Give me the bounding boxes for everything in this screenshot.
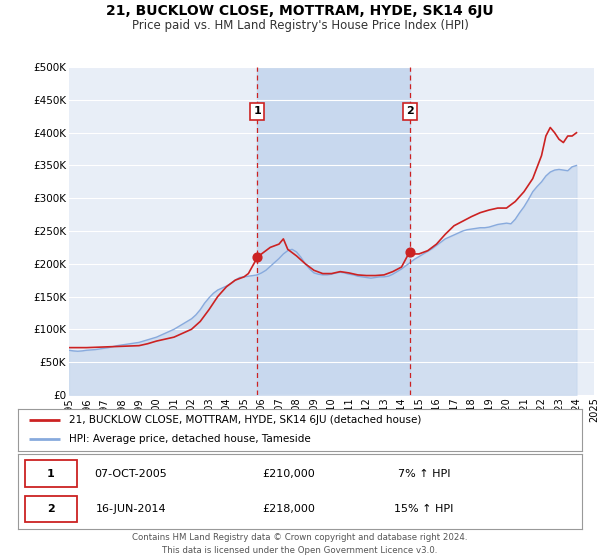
FancyBboxPatch shape — [25, 496, 77, 522]
Text: 7% ↑ HPI: 7% ↑ HPI — [398, 469, 451, 479]
Text: 21, BUCKLOW CLOSE, MOTTRAM, HYDE, SK14 6JU: 21, BUCKLOW CLOSE, MOTTRAM, HYDE, SK14 6… — [106, 4, 494, 18]
Text: 2: 2 — [47, 504, 55, 514]
Text: Price paid vs. HM Land Registry's House Price Index (HPI): Price paid vs. HM Land Registry's House … — [131, 19, 469, 32]
FancyBboxPatch shape — [25, 460, 77, 487]
Text: 07-OCT-2005: 07-OCT-2005 — [94, 469, 167, 479]
Text: HPI: Average price, detached house, Tameside: HPI: Average price, detached house, Tame… — [69, 435, 311, 445]
Text: Contains HM Land Registry data © Crown copyright and database right 2024.: Contains HM Land Registry data © Crown c… — [132, 533, 468, 542]
Text: 2: 2 — [406, 106, 413, 116]
Text: £210,000: £210,000 — [262, 469, 315, 479]
Text: £218,000: £218,000 — [262, 504, 315, 514]
Bar — [257, 67, 410, 395]
Text: 16-JUN-2014: 16-JUN-2014 — [95, 504, 166, 514]
Point — [253, 253, 262, 262]
Text: 15% ↑ HPI: 15% ↑ HPI — [394, 504, 454, 514]
Text: 1: 1 — [47, 469, 55, 479]
Text: 21, BUCKLOW CLOSE, MOTTRAM, HYDE, SK14 6JU (detached house): 21, BUCKLOW CLOSE, MOTTRAM, HYDE, SK14 6… — [69, 415, 421, 425]
Point — [405, 248, 415, 256]
Text: 1: 1 — [254, 106, 262, 116]
Text: This data is licensed under the Open Government Licence v3.0.: This data is licensed under the Open Gov… — [163, 546, 437, 555]
